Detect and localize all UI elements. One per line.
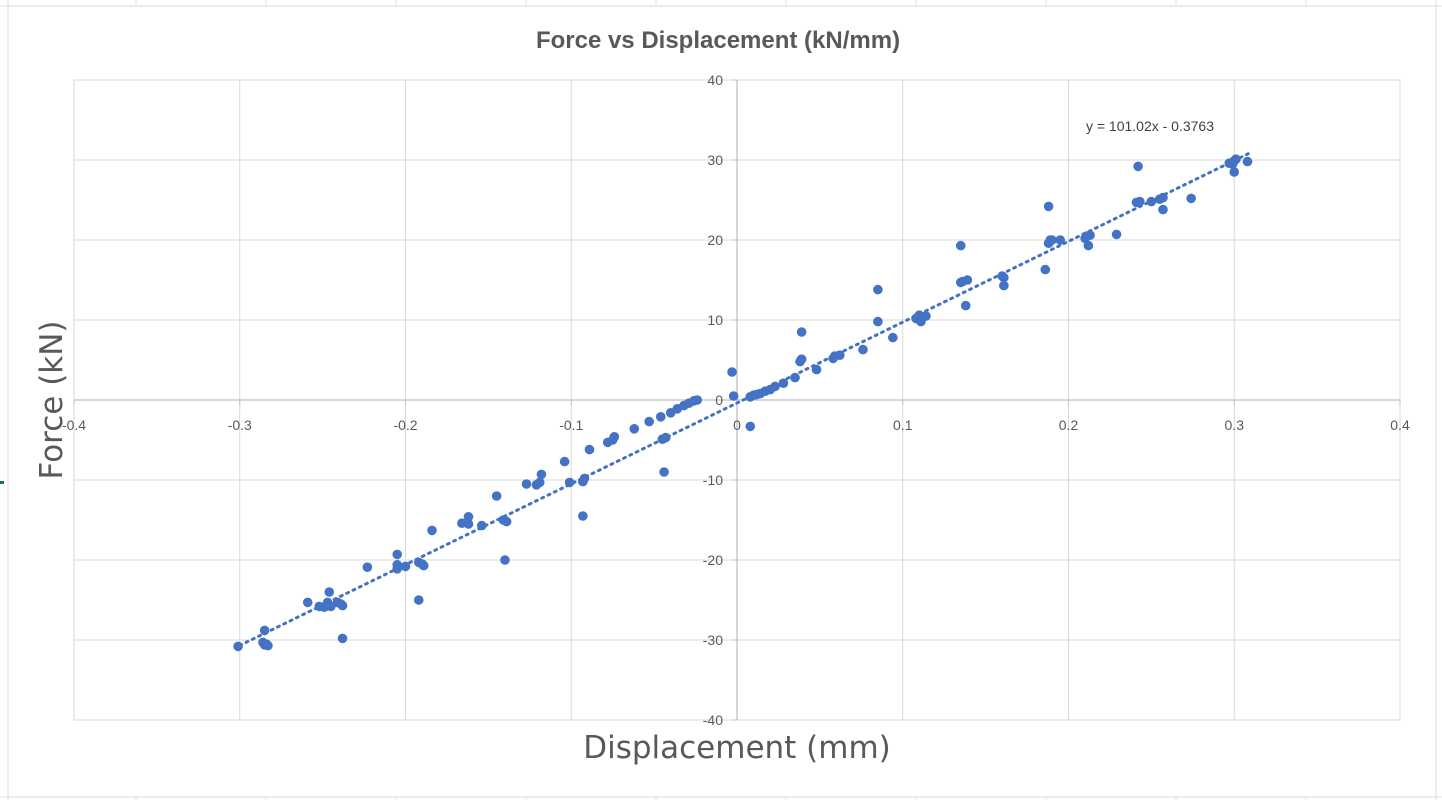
y-tick-label: -30 <box>703 632 723 648</box>
axes <box>73 79 1401 721</box>
x-tick-label: 0 <box>733 417 741 433</box>
data-point[interactable] <box>534 477 545 488</box>
data-point[interactable] <box>362 562 373 572</box>
data-point[interactable] <box>1055 235 1066 245</box>
data-point[interactable] <box>609 432 620 442</box>
chart-title[interactable]: Force vs Displacement (kN/mm) <box>536 27 900 54</box>
data-point[interactable] <box>559 456 570 467</box>
data-point[interactable] <box>745 421 756 432</box>
data-point[interactable] <box>500 555 510 565</box>
x-tick-label: 0.2 <box>1059 417 1079 433</box>
x-tick-label: -0.4 <box>62 417 86 433</box>
data-point[interactable] <box>659 467 669 477</box>
data-point[interactable] <box>1158 192 1168 203</box>
x-tick-label: -0.1 <box>559 417 583 433</box>
x-axis-title[interactable]: Displacement (mm) <box>583 730 891 766</box>
data-point[interactable] <box>1134 196 1145 207</box>
data-point[interactable] <box>491 491 502 501</box>
data-point[interactable] <box>1146 196 1157 207</box>
data-point[interactable] <box>1043 201 1054 212</box>
data-point[interactable] <box>324 587 335 597</box>
data-point[interactable] <box>834 350 845 361</box>
data-point[interactable] <box>873 284 883 295</box>
cell-cursor-mark <box>0 481 4 484</box>
tick-labels: -0.4 -0.3 -0.2 -0.1 0 0.1 0.2 0.3 0.4 -40 -30 -20 -1… <box>62 72 1410 728</box>
y-tick-label: -40 <box>703 712 723 728</box>
data-point[interactable] <box>463 519 474 529</box>
data-point[interactable] <box>501 516 512 527</box>
data-point[interactable] <box>427 525 437 536</box>
data-point[interactable] <box>1186 193 1196 204</box>
x-tick-label: 0.3 <box>1225 417 1245 433</box>
data-point[interactable] <box>1133 161 1143 172</box>
data-point[interactable] <box>413 595 424 605</box>
data-point[interactable] <box>1083 240 1094 251</box>
x-tick-label: 0.4 <box>1390 417 1410 433</box>
y-tick-label: 40 <box>707 72 723 88</box>
data-point[interactable] <box>770 381 780 392</box>
data-point[interactable] <box>233 641 243 652</box>
data-point[interactable] <box>337 600 348 611</box>
data-point[interactable] <box>476 520 487 531</box>
data-point[interactable] <box>564 477 575 488</box>
data-point[interactable] <box>1158 204 1168 215</box>
data-point[interactable] <box>655 412 666 422</box>
data-point[interactable] <box>999 272 1009 283</box>
data-point[interactable] <box>584 444 595 455</box>
data-points[interactable] <box>233 154 1253 652</box>
data-point[interactable] <box>960 300 971 311</box>
data-point[interactable] <box>728 391 739 401</box>
data-point[interactable] <box>790 372 800 383</box>
data-point[interactable] <box>796 354 807 365</box>
data-point[interactable] <box>400 561 411 572</box>
y-tick-label: -20 <box>703 552 723 568</box>
data-point[interactable] <box>418 560 429 571</box>
data-point[interactable] <box>921 311 931 321</box>
data-point[interactable] <box>858 344 868 355</box>
data-point[interactable] <box>796 327 807 337</box>
y-tick-label: 10 <box>707 312 723 328</box>
data-point[interactable] <box>1227 159 1238 169</box>
data-point[interactable] <box>259 625 270 636</box>
data-point[interactable] <box>1047 235 1057 245</box>
data-point[interactable] <box>811 364 822 375</box>
data-point[interactable] <box>579 473 590 484</box>
y-tick-label: -10 <box>703 472 723 488</box>
data-point[interactable] <box>778 378 789 389</box>
data-point[interactable] <box>463 512 474 522</box>
y-tick-label: 0 <box>715 392 723 408</box>
data-point[interactable] <box>888 332 898 343</box>
data-point[interactable] <box>727 367 737 377</box>
data-point[interactable] <box>578 511 588 521</box>
data-point[interactable] <box>962 275 973 285</box>
data-point[interactable] <box>873 316 883 327</box>
y-tick-label: 30 <box>707 152 723 168</box>
y-tick-label: 20 <box>707 232 723 248</box>
data-point[interactable] <box>955 240 966 251</box>
data-point[interactable] <box>999 280 1009 291</box>
data-point[interactable] <box>521 479 532 489</box>
data-point[interactable] <box>1229 167 1240 177</box>
data-point[interactable] <box>392 549 403 560</box>
data-point[interactable] <box>263 640 273 651</box>
data-point[interactable] <box>1085 230 1095 240</box>
data-point[interactable] <box>392 564 403 574</box>
trendline-equation-label[interactable]: y = 101.02x - 0.3763 <box>1086 118 1214 134</box>
x-tick-label: 0.1 <box>893 417 913 433</box>
data-point[interactable] <box>692 395 703 405</box>
data-point[interactable] <box>1111 229 1122 240</box>
data-point[interactable] <box>302 597 313 608</box>
y-axis-title[interactable]: Force (kN) <box>34 320 70 479</box>
data-point[interactable] <box>536 469 547 480</box>
data-point[interactable] <box>644 416 654 427</box>
data-point[interactable] <box>1242 156 1253 167</box>
x-tick-label: -0.2 <box>393 417 417 433</box>
data-point[interactable] <box>1040 264 1051 275</box>
data-point[interactable] <box>337 633 348 644</box>
x-tick-label: -0.3 <box>228 417 252 433</box>
data-point[interactable] <box>660 432 671 443</box>
data-point[interactable] <box>629 424 640 434</box>
